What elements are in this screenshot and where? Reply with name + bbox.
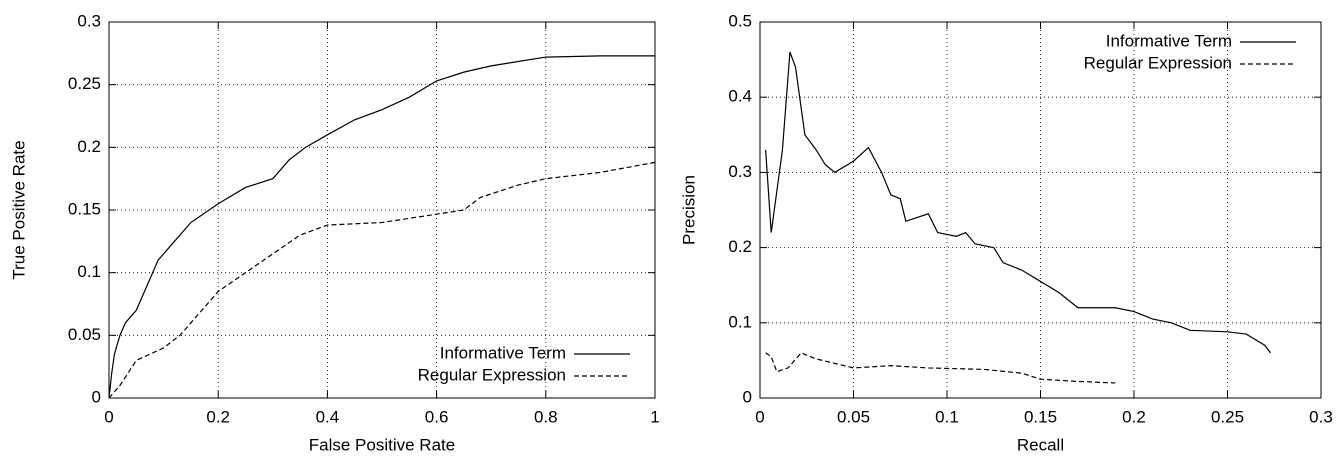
x-tick-label: 0 [755,407,764,426]
plot-frame [108,21,656,399]
x-tick-label: 0.2 [206,407,230,426]
y-axis-label: Precision [679,175,698,245]
data-line [108,161,656,399]
x-tick-label: 0.05 [837,407,870,426]
plot-frame [759,21,1322,399]
x-tick-label: 0.4 [316,407,340,426]
y-tick-label: 0.5 [728,11,752,30]
y-axis-label: True Positive Rate [9,140,28,279]
x-axis-label: False Positive Rate [309,435,455,454]
y-tick-label: 0.2 [728,237,752,256]
data-line [108,55,655,399]
y-tick-label: 0.15 [68,199,101,218]
x-tick-label: 1 [650,407,659,426]
y-tick-label: 0 [92,387,101,406]
x-tick-label: 0.6 [425,407,449,426]
data-line [765,352,1116,384]
x-tick-label: 0.3 [1309,407,1333,426]
legend-label: Informative Term [440,343,566,362]
x-tick-label: 0.15 [1024,407,1057,426]
x-axis-label: Recall [1017,435,1064,454]
y-tick-label: 0.1 [728,312,752,331]
y-tick-label: 0.3 [728,162,752,181]
y-tick-label: 0.05 [68,325,101,344]
x-tick-label: 0.2 [1122,407,1146,426]
legend-label: Informative Term [1106,31,1232,50]
legend-label: Regular Expression [418,365,566,384]
y-tick-label: 0 [743,387,752,406]
x-tick-label: 0.25 [1211,407,1244,426]
legend-label: Regular Expression [1084,53,1232,72]
x-tick-label: 0.1 [935,407,959,426]
data-line [765,51,1271,354]
y-tick-label: 0.25 [68,74,101,93]
y-tick-label: 0.2 [77,137,101,156]
y-tick-label: 0.3 [77,11,101,30]
x-tick-label: 0.8 [534,407,558,426]
y-tick-label: 0.4 [728,87,752,106]
y-tick-label: 0.1 [77,262,101,281]
x-tick-label: 0 [104,407,113,426]
